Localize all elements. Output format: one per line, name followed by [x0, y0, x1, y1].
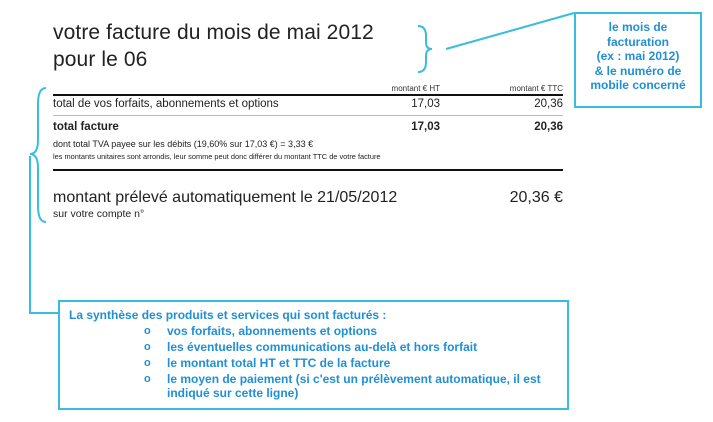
- summary-item-text: le moyen de paiement (si c'est un prélèv…: [167, 372, 541, 400]
- row-forfaits-label: total de vos forfaits, abonnements et op…: [53, 98, 279, 110]
- summary-intro: La synthèse des produits et services qui…: [69, 308, 387, 322]
- bullet-icon: o: [144, 357, 151, 369]
- account-label: sur votre compte n°: [53, 208, 145, 220]
- header-rule: [53, 94, 563, 96]
- title-connector-line: [445, 12, 575, 50]
- row-forfaits-ht: 17,03: [411, 98, 440, 110]
- section-rule: [53, 169, 563, 171]
- callout-line: mobile concerné: [590, 78, 686, 92]
- summary-connector-line: [29, 156, 58, 314]
- invoice-title-line2: pour le 06: [53, 48, 148, 71]
- row-total-ht: 17,03: [411, 121, 440, 133]
- prelevement-label: montant prélevé automatiquement le 21/05…: [53, 189, 398, 206]
- callout-line: & le numéro de: [594, 63, 682, 78]
- title-brace-icon: [417, 25, 433, 73]
- bullet-icon: o: [144, 373, 151, 385]
- prelevement-amount: 20,36 €: [509, 189, 563, 206]
- invoice-title-line1: votre facture du mois de mai 2012: [53, 21, 374, 44]
- summary-brace-icon: [29, 87, 47, 223]
- row-divider: [53, 115, 563, 116]
- column-header-ttc: montant € TTC: [509, 84, 563, 93]
- callout-summary: La synthèse des produits et services qui…: [58, 300, 569, 410]
- callout-billing-month: le mois de facturation (ex : mai 2012) &…: [574, 12, 702, 108]
- callout-line: (ex : mai 2012): [596, 49, 680, 63]
- bullet-icon: o: [144, 325, 151, 337]
- row-total-label: total facture: [53, 121, 119, 133]
- column-header-ht: montant € HT: [391, 84, 440, 93]
- summary-item-text: le montant total HT et TTC de la facture: [167, 356, 391, 370]
- summary-item-text: les éventuelles communications au-delà e…: [167, 340, 478, 354]
- callout-line: le mois de: [608, 20, 668, 34]
- summary-item-text: vos forfaits, abonnements et options: [167, 324, 378, 338]
- callout-line: facturation: [606, 34, 669, 49]
- bullet-icon: o: [144, 341, 151, 353]
- tva-note: dont total TVA payee sur les débits (19,…: [53, 139, 314, 149]
- row-total-ttc: 20,36: [534, 121, 563, 133]
- row-forfaits-ttc: 20,36: [534, 98, 563, 110]
- rounding-note: les montants unitaires sont arrondis, le…: [53, 152, 381, 161]
